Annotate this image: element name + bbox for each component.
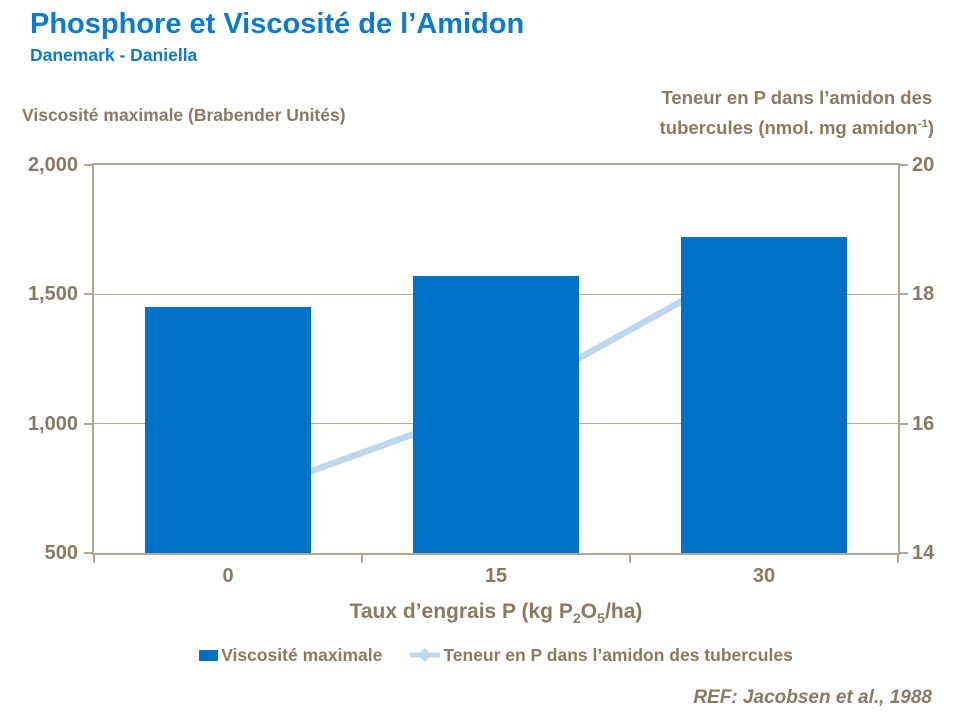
x-axis-tick — [897, 555, 899, 563]
left-axis-title: Viscosité maximale (Brabender Unités) — [22, 105, 346, 125]
line-series-swatch-icon — [410, 648, 441, 662]
reference-citation: REF: Jacobsen et al., 1988 — [693, 687, 932, 708]
right-axis-title: Teneur en P dans l’amidon des tubercules … — [660, 84, 934, 141]
plot-area — [92, 163, 900, 555]
right-axis-tick — [900, 293, 908, 296]
left-axis-tick — [84, 422, 92, 425]
legend-item-teneur: Teneur en P dans l’amidon des tubercules — [410, 644, 793, 666]
right-axis-title-line1: Teneur en P dans l’amidon des — [661, 87, 933, 108]
left-axis-tick-label: 500 — [44, 542, 78, 564]
x-axis-title-subscript-2: 2 — [572, 611, 581, 628]
x-axis-tick — [629, 555, 631, 563]
x-axis-title-part3: /ha) — [605, 600, 643, 623]
legend: Viscosité maximale Teneur en P dans l’am… — [92, 642, 900, 668]
right-axis-tick — [900, 422, 908, 425]
left-axis-tick-label: 2,000 — [27, 154, 78, 176]
x-tick-label-15: 15 — [484, 565, 508, 587]
x-axis-title-part1: Taux d’engrais P (kg P — [349, 600, 573, 623]
right-axis-tick — [900, 552, 908, 554]
bar-series-swatch-icon — [199, 649, 219, 661]
bar-0 — [145, 307, 311, 553]
left-axis-tick-label: 1,500 — [27, 283, 78, 306]
right-axis-tick-label: 16 — [912, 412, 935, 435]
left-axis-tick-label: 1,000 — [27, 412, 78, 435]
x-axis-tick — [361, 555, 363, 563]
x-axis-title: Taux d’engrais P (kg P2O5/ha) — [92, 600, 900, 627]
right-axis-title-line2: tubercules (nmol. mg amidon — [659, 117, 918, 139]
x-tick-label-30: 30 — [752, 565, 776, 587]
left-axis-tick — [84, 552, 92, 554]
legend-label-teneur: Teneur en P dans l’amidon des tubercules — [443, 644, 793, 665]
x-axis-title-subscript-5: 5 — [597, 611, 606, 628]
right-axis-title-superscript: -1 — [917, 118, 928, 130]
left-axis-tick — [84, 164, 92, 166]
bar-30 — [681, 237, 847, 553]
right-axis-tick-label: 14 — [912, 542, 935, 564]
right-axis-tick-label: 20 — [912, 154, 935, 176]
right-axis-tick-label: 18 — [912, 283, 935, 306]
left-axis-tick — [84, 293, 92, 296]
bar-15 — [413, 276, 579, 553]
right-axis-tick — [900, 164, 908, 166]
x-tick-label-0: 0 — [222, 565, 234, 587]
page-title: Phosphore et Viscosité de l’Amidon — [30, 8, 525, 40]
right-axis-title-close: ) — [927, 117, 934, 139]
legend-label-viscosite: Viscosité maximale — [221, 644, 383, 665]
x-axis-title-part2: O — [580, 600, 598, 623]
legend-item-viscosite: Viscosité maximale — [199, 645, 382, 666]
x-axis-tick — [93, 555, 95, 563]
page-subtitle: Danemark - Daniella — [30, 45, 198, 65]
